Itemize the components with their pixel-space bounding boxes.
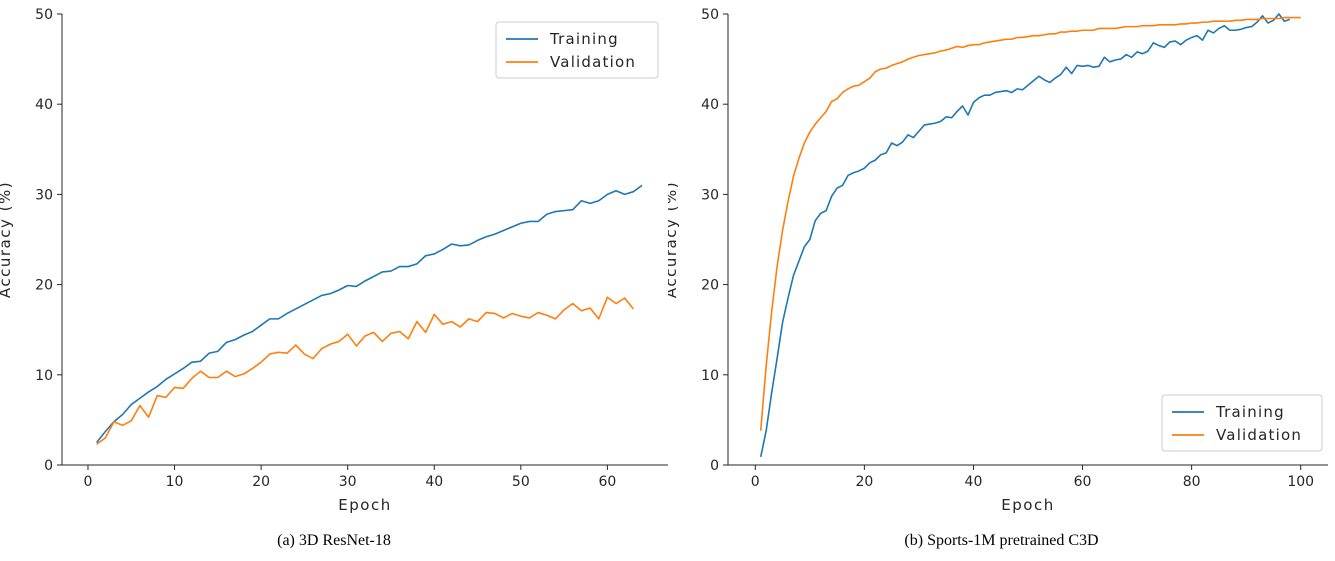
legend: Training Validation [495,21,659,79]
y-tick-label: 10 [701,368,719,384]
x-tick-label: 20 [252,474,270,490]
caption-a: (a) 3D ResNet-18 [277,532,391,549]
y-tick-label: 0 [44,458,53,474]
x-tick-label: 30 [339,474,357,490]
legend: Training Validation [1161,394,1323,452]
x-tick-label: 60 [598,474,616,490]
x-tick-label: 50 [512,474,530,490]
y-tick-label: 40 [35,97,53,113]
y-tick-label: 20 [701,278,719,294]
x-tick-label: 60 [1074,474,1092,490]
legend-label-validation: Validation [1216,426,1302,444]
figure-b: 0 20 40 60 80 100 0 10 20 30 40 50 Epoch Accuracy (%)… [668,0,1335,561]
series-line-validation [759,16,1301,431]
series-line-training [96,184,643,443]
y-tick-label: 0 [710,458,719,474]
x-tick-label: 0 [84,474,93,490]
x-tick-label: 40 [965,474,983,490]
series-line-validation [96,296,634,445]
y-tick-label: 20 [35,278,53,294]
y-axis-title: Accuracy (%) [668,181,680,298]
legend-label-validation: Validation [550,53,636,71]
x-tick-label: 40 [425,474,443,490]
y-tick-label: 30 [701,187,719,203]
legend-box [1161,394,1323,452]
chart-a: 0 10 20 30 40 50 60 0 10 20 30 40 50 Epoch Accuracy (%… [0,7,668,514]
caption-b: (b) Sports-1M pretrained C3D [904,532,1099,549]
x-axis-title: Epoch [1001,496,1054,514]
x-tick-label: 80 [1183,474,1201,490]
y-tick-label: 50 [35,7,53,23]
x-tick-label: 0 [751,474,760,490]
figure-a: 0 10 20 30 40 50 60 0 10 20 30 40 50 Epoch Accuracy (%… [0,7,668,549]
x-tick-label: 20 [855,474,873,490]
y-axis-title: Accuracy (%) [0,181,14,298]
chart-b: 0 20 40 60 80 100 0 10 20 30 40 50 Epoch Accuracy (%)… [668,7,1328,514]
legend-label-training: Training [1215,403,1285,421]
y-tick-label: 50 [701,7,719,23]
x-axis-title: Epoch [338,496,391,514]
y-tick-label: 10 [35,368,53,384]
legend-box [495,21,659,79]
y-tick-label: 30 [35,187,53,203]
x-tick-label: 10 [166,474,184,490]
y-tick-label: 40 [701,97,719,113]
series-line-training [759,13,1291,458]
x-tick-label: 100 [1287,474,1314,490]
legend-label-training: Training [549,30,619,48]
